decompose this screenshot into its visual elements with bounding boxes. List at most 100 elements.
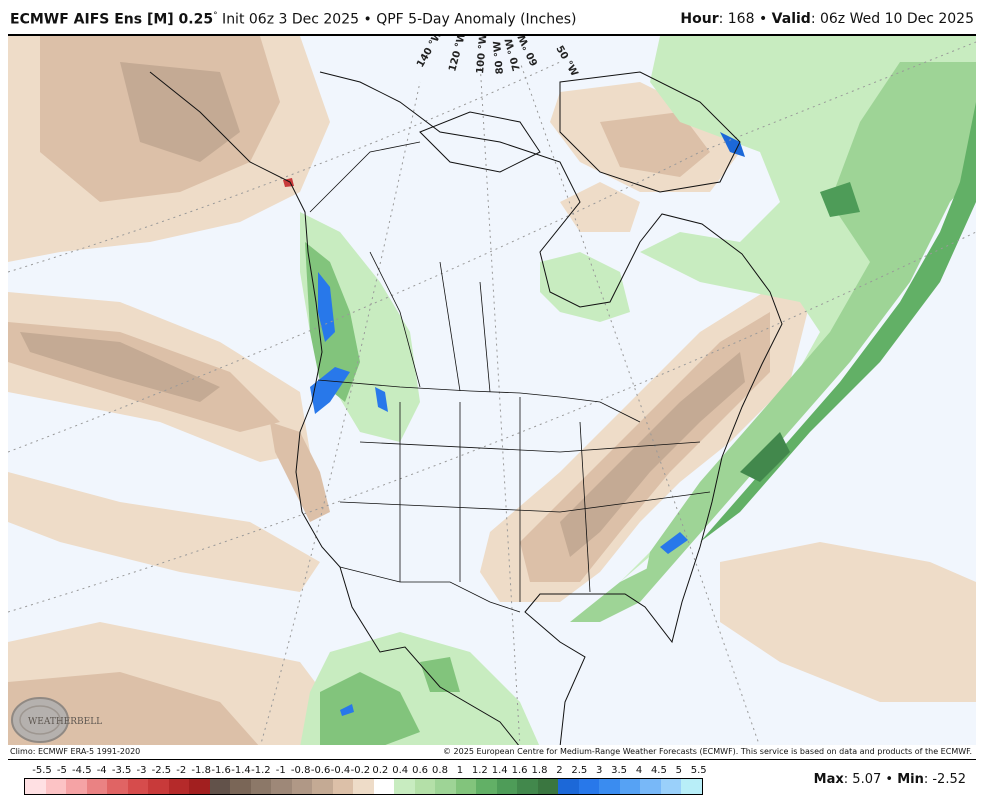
copyright-text: © 2025 European Centre for Medium-Range …: [443, 747, 972, 756]
degree-symbol: °: [213, 11, 218, 21]
colorbar-label: -4.5: [72, 765, 92, 776]
hour-label: Hour: [680, 11, 719, 27]
colorbar-swatch: [271, 779, 292, 794]
lon-label: 80 °W: [492, 40, 506, 74]
colorbar-swatch: [681, 779, 702, 794]
colorbar-label: -2.5: [151, 765, 172, 776]
separator: •: [754, 11, 772, 27]
max-min-stats: Max: 5.07 • Min: -2.52: [814, 772, 966, 787]
colorbar: [24, 778, 703, 795]
colorbar-label: 0.8: [432, 765, 448, 776]
max-value: : 5.07: [843, 772, 882, 787]
colorbar-label: 5: [675, 765, 682, 776]
colorbar-swatch: [476, 779, 497, 794]
colorbar-swatch: [353, 779, 374, 794]
colorbar-label: -1.2: [251, 765, 271, 776]
political-borders: [309, 141, 711, 613]
colorbar-swatch: [435, 779, 456, 794]
colorbar-swatch: [250, 779, 271, 794]
anomaly-map: 140 °W 120 °W 100 °W 80 °W 70 °W 60 °W 5…: [8, 34, 976, 745]
colorbar-label: 1.2: [471, 765, 488, 776]
colorbar-swatch: [291, 779, 312, 794]
colorbar-swatch: [394, 779, 415, 794]
footer-credits: Climo: ECMWF ERA-5 1991-2020 © 2025 Euro…: [8, 745, 976, 760]
valid-info: Hour: 168 • Valid: 06z Wed 10 Dec 2025: [680, 11, 974, 27]
hour-value: : 168: [718, 11, 755, 27]
colorbar-label: 1.4: [491, 765, 508, 776]
colorbar-label: -4: [96, 765, 107, 776]
colorbar-swatch: [496, 779, 517, 794]
green-wet-anomalies: [300, 36, 976, 745]
colorbar-swatch: [578, 779, 599, 794]
colorbar-swatch: [332, 779, 353, 794]
colorbar-swatch: [230, 779, 251, 794]
colorbar-label: -5: [56, 765, 67, 776]
colorbar-label: 4.5: [650, 765, 667, 776]
colorbar-label: 0.4: [392, 765, 409, 776]
colorbar-swatch: [189, 779, 210, 794]
colorbar-swatch: [455, 779, 476, 794]
model-name: ECMWF AIFS Ens [M] 0.25: [10, 11, 214, 28]
colorbar-swatch: [127, 779, 148, 794]
separator: •: [359, 11, 377, 28]
svg-text:WEATHERBELL: WEATHERBELL: [28, 717, 102, 727]
colorbar-swatch: [107, 779, 128, 794]
colorbar-label: -1.4: [231, 765, 251, 776]
colorbar-swatch: [373, 779, 394, 794]
colorbar-swatch: [640, 779, 661, 794]
min-value: : -2.52: [923, 772, 966, 787]
colorbar-swatch: [537, 779, 558, 794]
map-title: ECMWF AIFS Ens [M] 0.25° Init 06z 3 Dec …: [10, 11, 576, 28]
lon-label: 100 °W: [475, 36, 489, 74]
colorbar-swatch: [414, 779, 435, 794]
colorbar-label: 3: [596, 765, 603, 776]
colorbar-swatch: [45, 779, 66, 794]
min-label: Min: [897, 772, 924, 787]
product-name: QPF 5-Day Anomaly (Inches): [376, 11, 577, 28]
colorbar-swatch: [209, 779, 230, 794]
colorbar-swatch: [619, 779, 640, 794]
colorbar-swatch: [86, 779, 107, 794]
max-label: Max: [813, 772, 844, 787]
separator: •: [881, 772, 898, 787]
valid-value: : 06z Wed 10 Dec 2025: [810, 11, 974, 27]
colorbar-swatch: [599, 779, 620, 794]
colorbar-label: -0.4: [330, 765, 351, 776]
colorbar-label: 0.6: [412, 765, 429, 776]
colorbar-label: 5.5: [690, 765, 707, 776]
colorbar-swatch: [66, 779, 87, 794]
coastlines: [149, 71, 783, 745]
init-time: Init 06z 3 Dec 2025: [217, 11, 360, 28]
colorbar-label: 1: [456, 765, 464, 776]
colorbar-label: 2.5: [571, 765, 588, 776]
weatherbell-logo: WEATHERBELL: [11, 697, 102, 743]
colorbar-label: 1.8: [531, 765, 548, 776]
colorbar-label: -0.2: [350, 765, 371, 776]
colorbar-swatch: [168, 779, 189, 794]
colorbar-swatch: [517, 779, 538, 794]
map-canvas: 140 °W 120 °W 100 °W 80 °W 70 °W 60 °W 5…: [8, 36, 976, 745]
colorbar-label: 2: [556, 765, 563, 776]
colorbar-label: -5.5: [32, 765, 52, 776]
blue-heavy-anomalies: [283, 132, 745, 716]
colorbar-label: -0.6: [310, 765, 331, 776]
valid-label: Valid: [771, 11, 811, 27]
colorbar-swatch: [312, 779, 333, 794]
colorbar-label: -0.8: [290, 765, 311, 776]
colorbar-label: -3.5: [111, 765, 132, 776]
colorbar-swatch: [25, 779, 46, 794]
colorbar-swatch: [660, 779, 681, 794]
colorbar-label: 1.6: [511, 765, 528, 776]
colorbar-label: -2: [176, 765, 187, 776]
colorbar-label: 3.5: [611, 765, 628, 776]
colorbar-label: 4: [635, 765, 643, 776]
climo-text: Climo: ECMWF ERA-5 1991-2020: [10, 747, 141, 756]
colorbar-swatch: [148, 779, 169, 794]
colorbar-label: -1: [275, 765, 286, 776]
brown-dry-anomalies: [8, 36, 976, 745]
colorbar-label: -1.6: [211, 765, 231, 776]
colorbar-label: 0.2: [372, 765, 389, 776]
colorbar-label: -1.8: [191, 765, 211, 776]
colorbar-swatch: [558, 779, 579, 794]
colorbar-label: -3: [136, 765, 147, 776]
